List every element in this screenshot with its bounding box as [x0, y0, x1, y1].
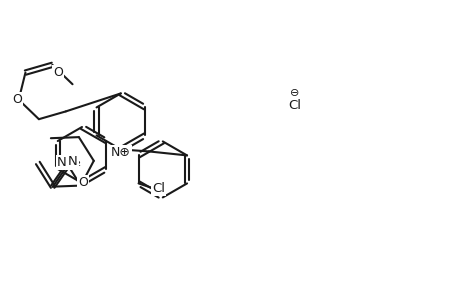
Text: Cl: Cl	[152, 182, 165, 195]
Text: NH₂: NH₂	[57, 156, 82, 169]
Text: O: O	[53, 66, 63, 79]
Text: N⊕: N⊕	[111, 146, 130, 159]
Text: O: O	[78, 176, 88, 189]
Text: ⊖: ⊖	[290, 88, 299, 98]
Text: Cl: Cl	[288, 98, 301, 112]
Text: O: O	[12, 93, 22, 106]
Text: N: N	[68, 155, 78, 168]
